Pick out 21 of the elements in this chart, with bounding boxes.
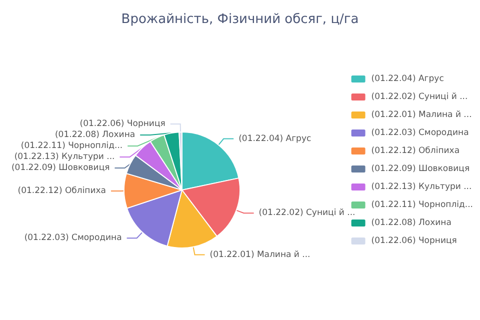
legend-label: (01.22.04) Агрус [371, 74, 444, 84]
slice-label: (01.22.03) Смородина [24, 233, 122, 244]
slice-label: (01.22.04) Агрус [238, 134, 312, 144]
slice-label: (01.22.01) Малина й ... [210, 250, 310, 260]
slice-label: (01.22.02) Суниці й ... [258, 208, 356, 218]
legend-label: (01.22.02) Суниці й ... [371, 92, 468, 102]
slice-label: (01.22.12) Обліпиха [18, 186, 106, 196]
slice-label: (01.22.08) Лохина [54, 130, 136, 140]
legend-label: (01.22.12) Обліпиха [371, 146, 460, 156]
legend-label: (01.22.11) Чорноплід... [371, 200, 473, 210]
legend-label: (01.22.09) Шовковиця [371, 164, 470, 174]
legend-label: (01.22.13) Культури ... [371, 182, 472, 192]
slice-label: (01.22.13) Культури ... [14, 152, 115, 162]
chart-title: Врожайність, Фізичний обсяг, ц/га [121, 12, 359, 27]
legend-label: (01.22.03) Смородина [371, 128, 469, 138]
legend-label: (01.22.08) Лохина [371, 218, 452, 228]
slice-label: (01.22.09) Шовковиця [11, 163, 110, 174]
legend-label: (01.22.01) Малина й ... [371, 110, 472, 120]
slice-label: (01.22.06) Чорниця [80, 119, 166, 130]
legend-label: (01.22.06) Чорниця [371, 236, 457, 246]
slice-label: (01.22.11) Чорноплід... [20, 141, 123, 152]
